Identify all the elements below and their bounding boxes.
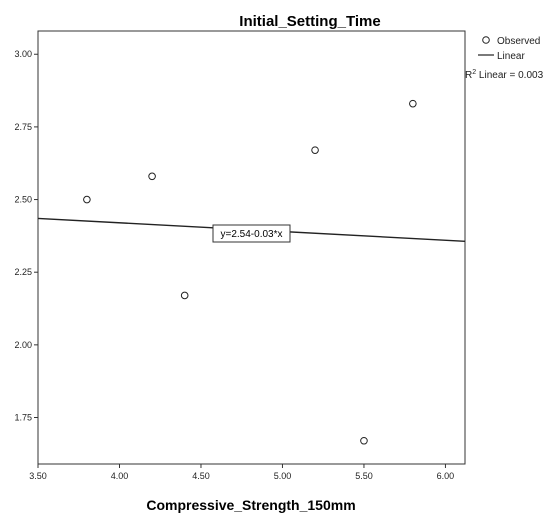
equation-frame xyxy=(212,224,291,243)
x-axis: 3.50 4.00 4.50 5.00 5.50 6.00 xyxy=(29,464,454,481)
observed-point xyxy=(360,436,368,445)
x-tick-label: 5.50 xyxy=(355,471,373,481)
legend-observed-marker xyxy=(482,36,490,44)
r2-prefix: R xyxy=(465,70,472,81)
y-axis: 1.75 2.00 2.25 2.50 2.75 3.00 xyxy=(14,49,38,423)
y-tick-label: 2.50 xyxy=(14,195,32,205)
equation-label: y=2.54-0.03*x xyxy=(221,229,283,240)
observed-points xyxy=(83,99,417,445)
x-tick-label: 3.50 xyxy=(29,471,47,481)
observed-point xyxy=(180,291,189,300)
observed-point xyxy=(311,146,319,154)
chart-title: Initial_Setting_Time xyxy=(239,13,380,30)
x-tick-label: 4.00 xyxy=(111,471,129,481)
y-tick-label: 2.25 xyxy=(14,267,32,277)
observed-point xyxy=(83,195,91,204)
legend: Observed Linear xyxy=(478,36,540,62)
y-tick-label: 2.00 xyxy=(14,340,32,350)
observed-point xyxy=(409,99,417,108)
legend-linear-label: Linear xyxy=(497,51,525,62)
observed-point xyxy=(148,172,156,181)
equation-box: y=2.54-0.03*x xyxy=(212,224,291,243)
legend-observed-label: Observed xyxy=(497,36,540,47)
x-tick-label: 4.50 xyxy=(192,471,210,481)
r2-superscript: 2 xyxy=(472,69,476,76)
plot-area xyxy=(37,30,466,465)
y-tick-label: 1.75 xyxy=(14,413,32,423)
x-tick-label: 5.00 xyxy=(274,471,292,481)
y-tick-label: 2.75 xyxy=(14,122,32,132)
y-tick-label: 3.00 xyxy=(14,49,32,59)
r-squared-label: R2 Linear = 0.003 xyxy=(465,69,544,81)
x-axis-title: Compressive_Strength_150mm xyxy=(146,497,355,513)
x-tick-label: 6.00 xyxy=(437,471,455,481)
r2-value: Linear = 0.003 xyxy=(476,70,543,81)
